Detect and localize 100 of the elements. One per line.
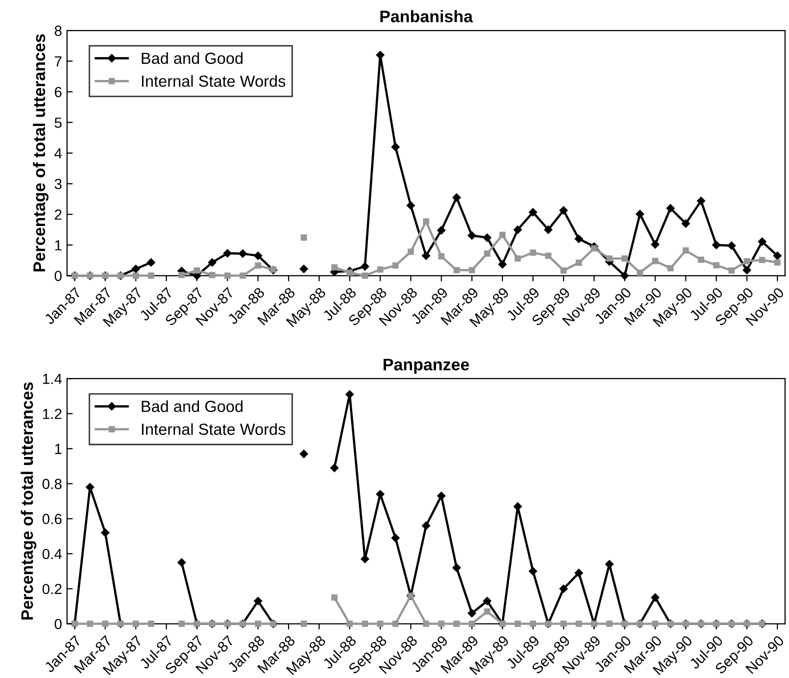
point — [667, 265, 674, 272]
point — [468, 231, 476, 240]
point — [391, 142, 400, 152]
point — [178, 620, 185, 627]
point — [574, 568, 583, 578]
point — [696, 196, 706, 206]
y-tick-label: 0 — [54, 618, 62, 630]
point — [652, 620, 658, 627]
point — [483, 234, 492, 242]
point — [376, 490, 384, 498]
point — [224, 272, 231, 279]
point — [148, 272, 154, 279]
chart-title: Panpanzee — [384, 358, 470, 374]
point — [514, 226, 522, 234]
point — [438, 620, 444, 627]
point — [620, 272, 629, 280]
y-tick-label: 6 — [54, 86, 62, 98]
point — [728, 267, 735, 274]
point — [86, 483, 94, 492]
y-axis-title: Percentage of total utterances — [20, 382, 36, 620]
point — [712, 240, 720, 250]
y-tick-label: 0 — [54, 270, 62, 282]
point — [392, 262, 399, 269]
point — [360, 554, 370, 564]
point — [408, 248, 414, 255]
point — [651, 240, 660, 249]
y-tick-label: 7 — [54, 56, 62, 66]
point — [377, 620, 384, 627]
point — [209, 272, 216, 278]
point — [651, 593, 660, 602]
y-tick-label: 3 — [54, 178, 62, 190]
point — [530, 620, 536, 627]
point — [452, 564, 461, 572]
point — [606, 255, 612, 262]
point — [453, 267, 460, 274]
y-tick-label: 1.2 — [43, 408, 62, 419]
point — [422, 218, 430, 225]
point — [574, 234, 583, 244]
point — [101, 528, 110, 537]
point — [590, 245, 598, 252]
point — [238, 249, 247, 258]
point — [483, 596, 492, 606]
point — [545, 252, 552, 259]
y-tick-label: 0.6 — [42, 514, 62, 524]
point — [406, 201, 415, 210]
point — [742, 266, 751, 274]
point — [576, 620, 582, 627]
legend-label: Internal State Words — [142, 75, 286, 87]
point — [606, 620, 612, 627]
y-tick-label: 8 — [54, 26, 62, 36]
point — [102, 620, 108, 627]
point — [666, 204, 675, 212]
point — [636, 210, 644, 218]
point — [744, 258, 750, 264]
point — [376, 50, 384, 60]
y-tick-label: 5 — [54, 118, 62, 128]
point — [254, 262, 262, 269]
point — [498, 260, 507, 268]
point — [452, 193, 461, 202]
point — [392, 620, 399, 627]
point — [622, 255, 628, 262]
point — [422, 522, 430, 530]
point — [530, 250, 536, 256]
point — [759, 256, 766, 264]
point — [178, 272, 185, 278]
point — [346, 620, 353, 627]
point — [468, 267, 476, 274]
point — [194, 267, 200, 274]
point — [528, 208, 538, 216]
point — [362, 272, 368, 279]
point — [682, 247, 689, 254]
y-axis-title: Percentage of total utterances — [32, 34, 49, 272]
point — [468, 620, 476, 627]
y-tick-label: 1 — [55, 444, 62, 454]
point — [223, 249, 232, 258]
point — [254, 596, 262, 606]
point — [331, 594, 338, 601]
point — [773, 252, 782, 260]
point — [559, 206, 568, 215]
point — [453, 620, 460, 627]
point — [422, 620, 430, 627]
point — [132, 620, 139, 627]
point — [698, 256, 704, 263]
point — [514, 620, 521, 627]
point — [254, 252, 262, 260]
point — [178, 558, 186, 567]
point — [300, 234, 307, 241]
point — [727, 241, 736, 250]
y-tick-label: 1 — [55, 240, 62, 250]
point — [331, 264, 338, 271]
legend-label: Internal State Words — [142, 423, 286, 435]
point — [422, 252, 430, 260]
point — [438, 253, 444, 260]
point — [300, 264, 308, 274]
y-tick-label: 1.4 — [43, 374, 62, 384]
chart-title: Panbanisha — [380, 10, 473, 22]
legend-label: Bad and Good — [142, 52, 243, 64]
point — [758, 238, 766, 246]
point — [362, 620, 368, 627]
point — [360, 262, 370, 271]
